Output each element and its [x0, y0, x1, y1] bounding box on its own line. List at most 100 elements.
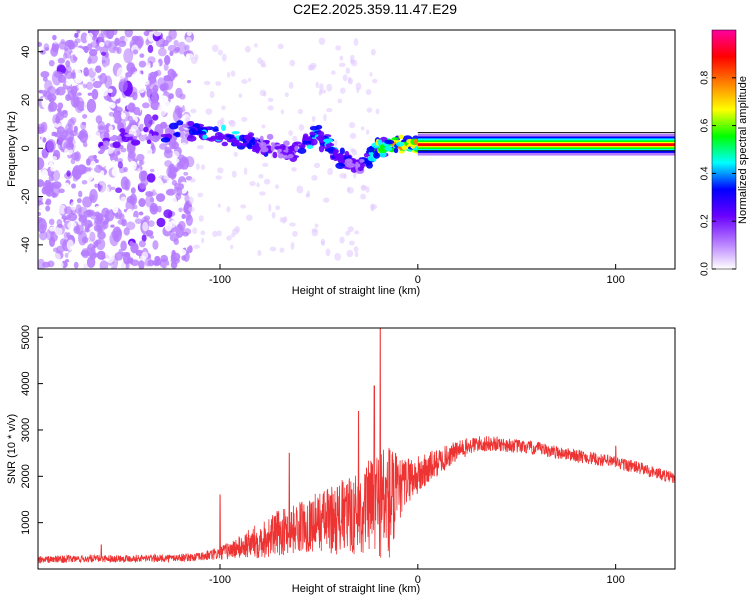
- faint-noise: [209, 91, 215, 99]
- faint-noise: [342, 74, 348, 82]
- noise-blob: [40, 121, 48, 133]
- noise-blob: [156, 217, 166, 228]
- signal-fragment: [232, 137, 237, 143]
- signal-fragment: [146, 139, 152, 145]
- y-tick-label: 40: [20, 46, 32, 58]
- faint-noise: [275, 184, 280, 189]
- noise-blob: [164, 54, 171, 65]
- faint-noise: [354, 230, 360, 235]
- faint-noise: [371, 204, 378, 210]
- signal-fragment: [309, 131, 316, 136]
- noise-blob: [86, 81, 94, 90]
- noise-blob: [54, 88, 60, 96]
- noise-blob: [184, 44, 190, 51]
- noise-blob: [94, 211, 101, 218]
- signal-fragment: [247, 132, 255, 137]
- noise-blob: [74, 47, 85, 59]
- noise-blob: [164, 146, 172, 154]
- noise-blob: [86, 243, 96, 257]
- noise-blob: [115, 99, 121, 104]
- noise-blob: [186, 30, 192, 36]
- colorbar-gradient: [711, 29, 737, 270]
- faint-noise: [353, 38, 359, 46]
- noise-blob: [138, 240, 146, 248]
- noise-blob: [73, 261, 79, 269]
- noise-blob: [67, 39, 75, 50]
- noise-blob: [130, 187, 136, 194]
- noise-blob: [123, 48, 134, 64]
- signal-fragment: [168, 122, 179, 130]
- signal-fragment: [221, 124, 226, 131]
- signal-fragment: [303, 136, 313, 142]
- spectrogram-x-ticks: -100 0 100: [209, 264, 625, 286]
- noise-blob: [157, 102, 168, 117]
- noise-blob: [163, 75, 172, 82]
- noise-blob: [71, 183, 76, 189]
- faint-noise: [226, 71, 231, 78]
- faint-noise: [215, 81, 222, 86]
- faint-noise: [354, 251, 359, 258]
- faint-noise: [196, 145, 204, 150]
- noise-blob: [100, 170, 105, 177]
- noise-blob: [89, 231, 96, 242]
- noise-blob: [90, 40, 100, 48]
- noise-blob: [45, 182, 54, 191]
- faint-noise: [221, 105, 226, 111]
- faint-noise: [349, 121, 356, 129]
- signal-fragment: [310, 138, 318, 146]
- noise-blob: [159, 95, 169, 104]
- signal-fragment: [112, 141, 121, 149]
- faint-noise: [201, 237, 205, 244]
- noise-blob: [51, 41, 60, 53]
- faint-noise: [290, 242, 295, 250]
- noise-blob: [70, 94, 80, 108]
- noise-blob: [42, 76, 48, 82]
- noise-blob: [82, 196, 93, 208]
- faint-noise: [241, 116, 248, 122]
- noise-blob: [114, 212, 119, 219]
- noise-blob: [181, 254, 187, 261]
- noise-blob: [157, 47, 167, 57]
- faint-noise: [345, 67, 351, 75]
- noise-blob: [65, 142, 74, 151]
- noise-blob: [185, 211, 192, 221]
- noise-blob: [153, 177, 164, 194]
- noise-blob: [163, 209, 173, 219]
- faint-noise: [248, 77, 252, 82]
- noise-blob: [130, 124, 138, 132]
- signal-fragment: [246, 143, 252, 149]
- noise-blob: [132, 91, 138, 101]
- noise-blob: [163, 63, 169, 72]
- signal-fragment: [324, 148, 334, 152]
- signal-fragment: [124, 134, 135, 138]
- faint-noise: [323, 113, 327, 122]
- signal-fragment: [277, 148, 282, 153]
- noise-blob: [130, 176, 138, 185]
- signal-fragment: [213, 126, 219, 131]
- faint-noise: [217, 203, 221, 208]
- snr-x-label: Height of straight line (km): [292, 583, 420, 595]
- noise-blob: [94, 216, 103, 225]
- signal-fragment: [398, 150, 405, 154]
- noise-blob: [152, 30, 162, 37]
- signal-fragment: [306, 144, 314, 149]
- signal-fragment: [187, 120, 195, 127]
- noise-blob: [141, 234, 147, 242]
- faint-noise: [246, 214, 253, 221]
- colorbar-tick-label: 0.6: [700, 118, 711, 132]
- signal-fragment: [384, 139, 395, 145]
- noise-blob: [48, 161, 54, 168]
- faint-noise: [193, 244, 200, 249]
- signal-fragment: [335, 162, 346, 169]
- noise-blob: [174, 46, 180, 52]
- noise-blob: [104, 75, 113, 89]
- noise-blob: [86, 98, 97, 113]
- noise-blob: [142, 146, 153, 157]
- signal-fragment: [280, 143, 286, 149]
- noise-blob: [127, 152, 136, 163]
- faint-noise: [339, 236, 345, 244]
- noise-blob: [70, 72, 77, 80]
- noise-blob: [115, 187, 123, 194]
- noise-blob: [99, 41, 105, 48]
- noise-blob: [90, 160, 97, 169]
